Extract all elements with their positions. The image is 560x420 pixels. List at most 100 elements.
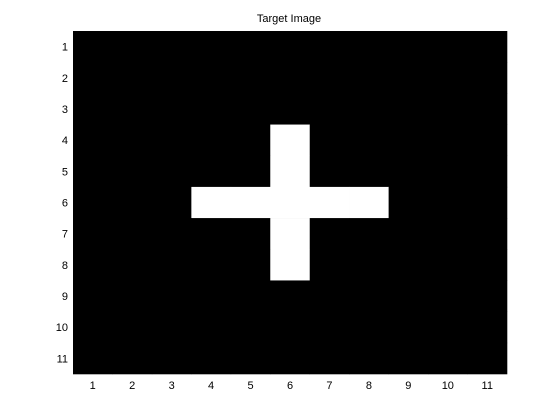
heatmap-cell: [467, 311, 508, 344]
heatmap-cell: [191, 155, 232, 188]
heatmap-cell: [270, 218, 311, 250]
heatmap-cell: [428, 186, 468, 219]
heatmap-cell: [428, 155, 468, 188]
heatmap-cell: [230, 155, 271, 188]
heatmap-cell: [230, 31, 271, 63]
heatmap-cell: [191, 218, 232, 250]
heatmap-cell: [151, 186, 192, 219]
heatmap-cell: [151, 218, 192, 250]
heatmap-cell: [73, 124, 113, 157]
heatmap-cell: [428, 124, 468, 157]
heatmap-cell: [349, 155, 389, 188]
heatmap-cell: [428, 311, 468, 344]
heatmap-cell: [309, 249, 350, 281]
heatmap-cell: [112, 186, 153, 219]
heatmap-cell: [349, 249, 389, 281]
x-tick-label: 10: [442, 380, 454, 392]
heatmap-cell: [73, 93, 113, 125]
x-tick-label: 4: [208, 380, 214, 392]
heatmap-cell: [467, 155, 508, 188]
heatmap-cell: [112, 155, 153, 188]
y-tick-label: 5: [62, 166, 68, 178]
heatmap-cell: [467, 124, 508, 157]
x-tick-label: 1: [90, 380, 96, 392]
heatmap-cell: [191, 93, 232, 125]
heatmap-cell: [151, 311, 192, 344]
heatmap-cell: [191, 342, 232, 375]
heatmap-cell: [388, 311, 429, 344]
heatmap-cell: [309, 186, 350, 219]
heatmap-cell: [309, 124, 350, 157]
heatmap-cell: [428, 31, 468, 63]
x-tick-label: 11: [482, 380, 493, 392]
y-tick-label: 3: [62, 104, 68, 116]
heatmap-cell: [349, 31, 389, 63]
heatmap-cell: [112, 311, 153, 344]
heatmap-cell: [230, 62, 271, 94]
heatmap-cell: [112, 280, 153, 312]
heatmap-cell: [270, 311, 311, 344]
x-tick-label: 5: [247, 380, 253, 392]
y-axis: 1 2 3 4 5 6 7 8 9 10 11: [56, 42, 68, 366]
heatmap-cell: [73, 155, 113, 188]
heatmap-cell: [112, 249, 153, 281]
heatmap-cell: [151, 249, 192, 281]
heatmap-cell: [388, 155, 429, 188]
heatmap-cell: [388, 124, 429, 157]
x-tick-label: 2: [129, 380, 135, 392]
x-tick-label: 7: [326, 380, 332, 392]
heatmap-cell: [151, 93, 192, 125]
y-tick-label: 7: [62, 229, 68, 241]
x-axis: 1 2 3 4 5 6 7 8 9 10 11: [90, 380, 493, 392]
heatmap-cell: [73, 342, 113, 375]
y-tick-label: 6: [62, 198, 68, 210]
heatmap-cell: [467, 62, 508, 94]
heatmap-cell: [349, 218, 389, 250]
heatmap-cell: [349, 342, 389, 375]
heatmap-cell: [428, 280, 468, 312]
heatmap-cell: [73, 280, 113, 312]
heatmap-cell: [309, 342, 350, 375]
heatmap-cell: [309, 155, 350, 188]
y-tick-label: 11: [57, 353, 68, 365]
heatmap-cell: [191, 249, 232, 281]
heatmap-cell: [73, 249, 113, 281]
heatmap-cell: [388, 62, 429, 94]
heatmap-cell: [112, 218, 153, 250]
heatmap-cell: [270, 124, 311, 157]
heatmap-cell: [349, 280, 389, 312]
heatmap-cell: [230, 280, 271, 312]
chart-title: Target Image: [257, 13, 321, 25]
heatmap-cell: [151, 342, 192, 375]
heatmap-cell: [270, 249, 311, 281]
heatmap-cell: [191, 280, 232, 312]
heatmap-cell: [270, 62, 311, 94]
y-tick-label: 4: [62, 135, 68, 147]
heatmap-cell: [349, 124, 389, 157]
heatmap-cell: [467, 186, 508, 219]
x-tick-label: 8: [366, 380, 372, 392]
heatmap-cell: [388, 249, 429, 281]
heatmap-cell: [309, 62, 350, 94]
heatmap-cell: [388, 342, 429, 375]
heatmap-cell: [230, 218, 271, 250]
plot-area: [73, 31, 508, 375]
heatmap-cell: [270, 280, 311, 312]
heatmap-cell: [230, 249, 271, 281]
heatmap-cell: [191, 124, 232, 157]
heatmap-cell: [230, 124, 271, 157]
heatmap-cell: [191, 311, 232, 344]
heatmap-cell: [428, 93, 468, 125]
heatmap-cell: [191, 62, 232, 94]
heatmap-cell: [388, 218, 429, 250]
heatmap-cell: [270, 342, 311, 375]
heatmap-cell: [73, 311, 113, 344]
heatmap-cell: [270, 31, 311, 63]
heatmap-cell: [151, 31, 192, 63]
heatmap-cell: [309, 93, 350, 125]
heatmap-cell: [230, 186, 271, 219]
heatmap-cell: [467, 218, 508, 250]
heatmap-cell: [428, 62, 468, 94]
x-tick-label: 9: [405, 380, 411, 392]
